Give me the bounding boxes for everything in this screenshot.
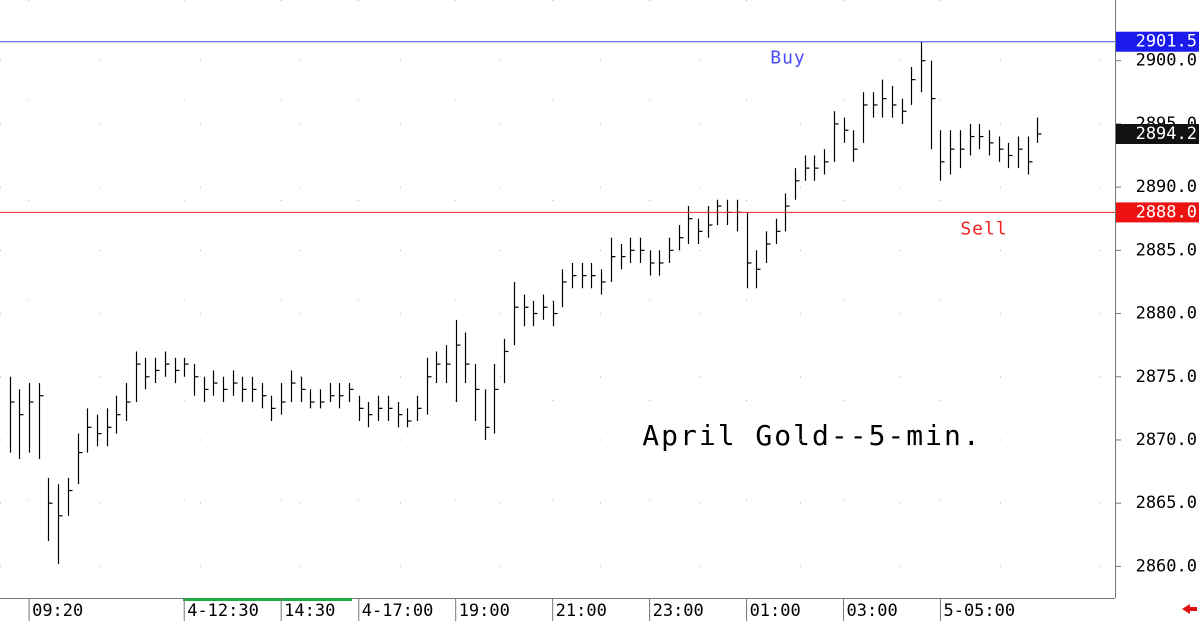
x-tick-label: 03:00 xyxy=(847,601,898,621)
last-price-box xyxy=(1116,124,1199,145)
level-annotation: Buy xyxy=(770,48,806,69)
y-tick-label: 2900.0 xyxy=(1136,51,1197,71)
x-tick-label: 09:20 xyxy=(32,601,83,621)
x-tick-label: 4-12:30 xyxy=(187,601,259,621)
x-tick-label: 5-05:00 xyxy=(943,601,1015,621)
level-label: 2901.5 xyxy=(1136,32,1197,52)
scroll-arrow[interactable] xyxy=(1182,604,1197,614)
x-tick-label: 23:00 xyxy=(653,601,704,621)
y-tick-label: 2860.0 xyxy=(1136,556,1197,576)
y-tick-label: 2880.0 xyxy=(1136,304,1197,324)
y-tick-label: 2865.0 xyxy=(1136,493,1197,513)
x-tick-label: 19:00 xyxy=(459,601,510,621)
y-tick-label: 2870.0 xyxy=(1136,430,1197,450)
level-label: 2888.0 xyxy=(1136,202,1197,222)
y-tick-label: 2885.0 xyxy=(1136,240,1197,260)
x-tick-label: 14:30 xyxy=(284,601,335,621)
y-tick-label: 2875.0 xyxy=(1136,367,1197,387)
level-box xyxy=(1116,202,1199,223)
y-tick-label: 2890.0 xyxy=(1136,177,1197,197)
level-box xyxy=(1116,31,1199,52)
chart-title: April Gold--5-min. xyxy=(642,419,981,452)
x-tick-label: 21:00 xyxy=(556,601,607,621)
level-annotation: Sell xyxy=(960,218,1007,239)
x-tick-label: 01:00 xyxy=(750,601,801,621)
x-tick-label: 4-17:00 xyxy=(362,601,434,621)
last-price-label: 2894.2 xyxy=(1136,124,1197,144)
